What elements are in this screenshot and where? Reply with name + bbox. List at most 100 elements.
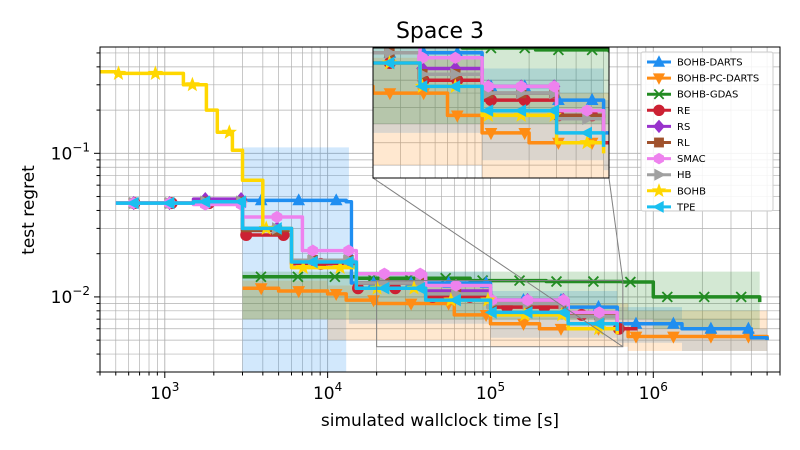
- inset-series-marker-9: [514, 104, 527, 117]
- inset-series-marker-9: [415, 80, 428, 93]
- series-marker-0: [742, 321, 755, 334]
- series-marker-9: [305, 255, 318, 269]
- series-marker-8: [332, 259, 348, 275]
- inset-series-marker-9: [448, 80, 461, 93]
- series-marker-8: [147, 65, 164, 80]
- inset-series-marker-2: [519, 48, 531, 54]
- legend-marker: [653, 119, 665, 134]
- inset-series-marker-6: [450, 51, 461, 64]
- series-marker-1: [404, 298, 418, 311]
- x-tick-label: 106: [639, 380, 668, 404]
- legend-marker: [654, 152, 664, 165]
- inset-series-marker-1: [518, 128, 532, 141]
- series-marker-6: [343, 244, 354, 257]
- inset-frame: [372, 47, 610, 179]
- legend-marker: [652, 73, 666, 85]
- legend-marker: [654, 168, 666, 181]
- series-marker-8: [221, 124, 237, 139]
- legend-label: BOHB-GDAS: [677, 90, 738, 101]
- y-tick-label: 10−2: [51, 284, 90, 308]
- legend-marker: [653, 104, 665, 117]
- inset-series-marker-8: [579, 134, 595, 150]
- y-tick-label: 10−1: [51, 140, 90, 164]
- legend-item: TPE: [647, 200, 695, 213]
- series-marker-9: [377, 281, 390, 295]
- series-marker-8: [295, 259, 311, 275]
- series-marker-2: [292, 271, 304, 283]
- series-marker-6: [450, 279, 462, 292]
- inset-series-marker-2: [485, 48, 497, 54]
- frame: [99, 46, 781, 373]
- series-marker-9: [520, 306, 533, 319]
- legend-label: BOHB: [677, 186, 706, 197]
- band-0: [242, 147, 768, 372]
- series-marker-1: [554, 323, 568, 336]
- series-marker-6: [271, 210, 283, 224]
- legend-item: BOHB-DARTS: [647, 55, 743, 69]
- legend-label: RE: [677, 106, 690, 117]
- legend-item: HB: [647, 168, 692, 181]
- inset-grid: [373, 48, 609, 178]
- inset-series-marker-9: [580, 126, 592, 140]
- series-marker-6: [307, 244, 318, 257]
- inset-series-marker-2: [586, 48, 598, 56]
- series-marker-9: [162, 196, 175, 210]
- series-marker-2: [661, 291, 673, 303]
- series-marker-2: [587, 275, 600, 288]
- series-marker-9: [413, 281, 426, 295]
- y-axis-label: test regret: [19, 165, 39, 255]
- series-marker-2: [735, 291, 747, 303]
- inset-series-marker-9: [547, 104, 560, 117]
- series-marker-9: [556, 306, 569, 319]
- inset-series-line-1: [373, 84, 609, 145]
- inset-series-marker-6: [548, 80, 560, 93]
- series-marker-9: [269, 222, 282, 235]
- legend-item: RS: [647, 119, 690, 134]
- series-marker-8: [184, 76, 200, 92]
- legend-item: RE: [647, 104, 690, 117]
- inset-series-marker-2: [552, 48, 565, 56]
- legend-label: BOHB-PC-DARTS: [677, 74, 759, 85]
- series-marker-2: [329, 271, 341, 283]
- series-marker-9: [234, 195, 246, 209]
- series-marker-1: [667, 331, 680, 344]
- inset-series-line-6: [418, 48, 606, 133]
- axes-ticks: 103 104 105 106 10−1 10−2: [51, 52, 781, 404]
- series-marker-1: [254, 283, 268, 296]
- inset-series-marker-1: [484, 128, 498, 141]
- inset-series-marker-6: [516, 80, 527, 93]
- legend: BOHB-DARTS BOHB-PC-DARTS BOHB-GDAS RE RS RL SM…: [640, 51, 774, 213]
- inset-zoom: [372, 47, 624, 348]
- series-marker-2: [698, 291, 710, 303]
- series-marker-9: [198, 195, 211, 209]
- legend-item: BOHB: [647, 183, 706, 197]
- inset-connector: [372, 177, 624, 348]
- legend-marker: [653, 88, 665, 100]
- legend-label: HB: [677, 170, 692, 181]
- series-marker-6: [379, 267, 390, 280]
- inset-series-marker-9: [481, 104, 494, 117]
- inset-series-marker-6: [483, 80, 494, 93]
- legend-label: RS: [677, 122, 690, 133]
- chart-title: Space 3: [396, 19, 484, 44]
- series-marker-9: [592, 317, 605, 331]
- series-marker-1: [329, 289, 343, 301]
- series-marker-9: [448, 293, 461, 307]
- legend-item: RL: [647, 137, 690, 149]
- legend-item: BOHB-GDAS: [647, 88, 738, 101]
- legend-label: SMAC: [677, 154, 706, 165]
- series-marker-9: [341, 255, 354, 269]
- inset-indicator: [376, 280, 624, 348]
- legend-marker: [652, 55, 666, 67]
- series-marker-6: [594, 306, 605, 319]
- inset-series-marker-1: [450, 110, 464, 123]
- legend-label: RL: [677, 138, 690, 149]
- x-tick-label: 104: [313, 380, 342, 404]
- series-marker-2: [550, 275, 563, 288]
- series-marker-0: [667, 316, 680, 329]
- series-marker-2: [624, 276, 636, 288]
- series-marker-6: [414, 267, 426, 280]
- inset-series-marker-9: [382, 56, 395, 70]
- series-marker-9: [126, 196, 139, 210]
